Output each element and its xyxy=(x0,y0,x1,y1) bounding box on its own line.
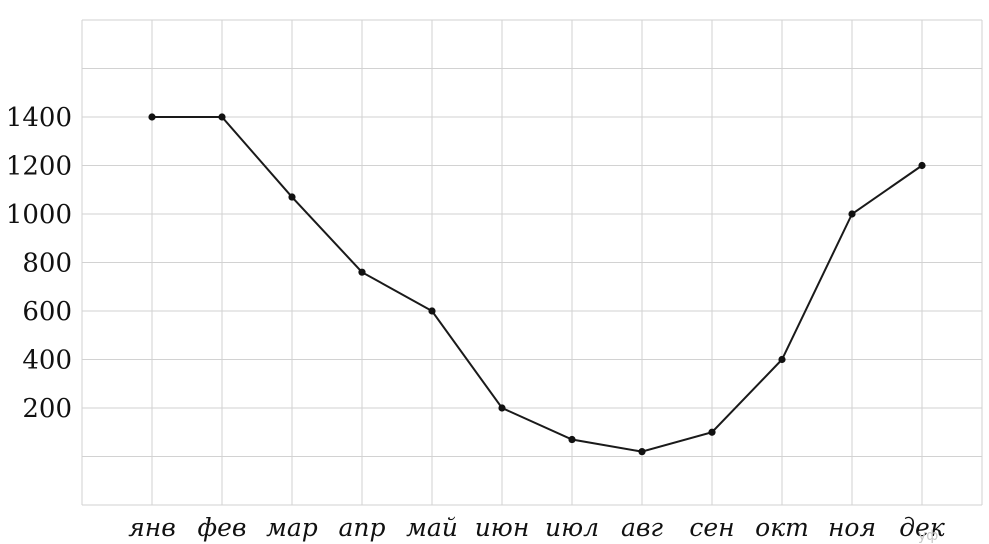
horizontal-grid xyxy=(82,19,982,506)
x-tick-label: ноя xyxy=(828,513,876,542)
x-tick-label: сен xyxy=(689,513,734,542)
x-axis-tick-labels: янв фев мар апр май июн июл авг сен окт ноя дек xyxy=(128,513,945,542)
x-tick-label: апр xyxy=(338,513,385,542)
y-tick-label: 1000 xyxy=(6,200,72,230)
data-point xyxy=(708,428,716,436)
data-point xyxy=(288,193,296,201)
data-point xyxy=(218,113,226,121)
x-tick-label: июл xyxy=(545,513,599,542)
y-tick-label: 1200 xyxy=(6,152,72,182)
x-tick-label: мар xyxy=(266,513,318,542)
x-tick-label: окт xyxy=(755,513,809,542)
data-point xyxy=(778,355,786,364)
y-tick-label: 200 xyxy=(22,394,72,424)
x-tick-label: фев xyxy=(198,513,247,542)
data-point xyxy=(148,113,156,121)
y-tick-label: 800 xyxy=(22,249,72,279)
x-tick-label: янв xyxy=(128,513,176,542)
data-point xyxy=(498,404,506,412)
data-point xyxy=(918,161,926,170)
series xyxy=(148,113,926,456)
data-point xyxy=(568,435,576,444)
data-point xyxy=(848,210,856,218)
x-tick-label: дек xyxy=(899,513,945,542)
y-tick-label: 600 xyxy=(22,297,72,327)
watermark: уф xyxy=(918,528,938,544)
x-tick-label: май xyxy=(406,513,458,542)
y-tick-label: 1400 xyxy=(6,103,72,133)
y-tick-label: 400 xyxy=(22,346,72,376)
x-tick-label: авг xyxy=(621,513,663,542)
x-tick-label: июн xyxy=(475,513,530,542)
data-point xyxy=(358,268,366,276)
y-axis-tick-labels: 200 400 600 800 1000 1200 1400 xyxy=(6,103,72,424)
data-point xyxy=(428,307,436,315)
series-line xyxy=(152,116,923,453)
data-point xyxy=(638,448,646,456)
